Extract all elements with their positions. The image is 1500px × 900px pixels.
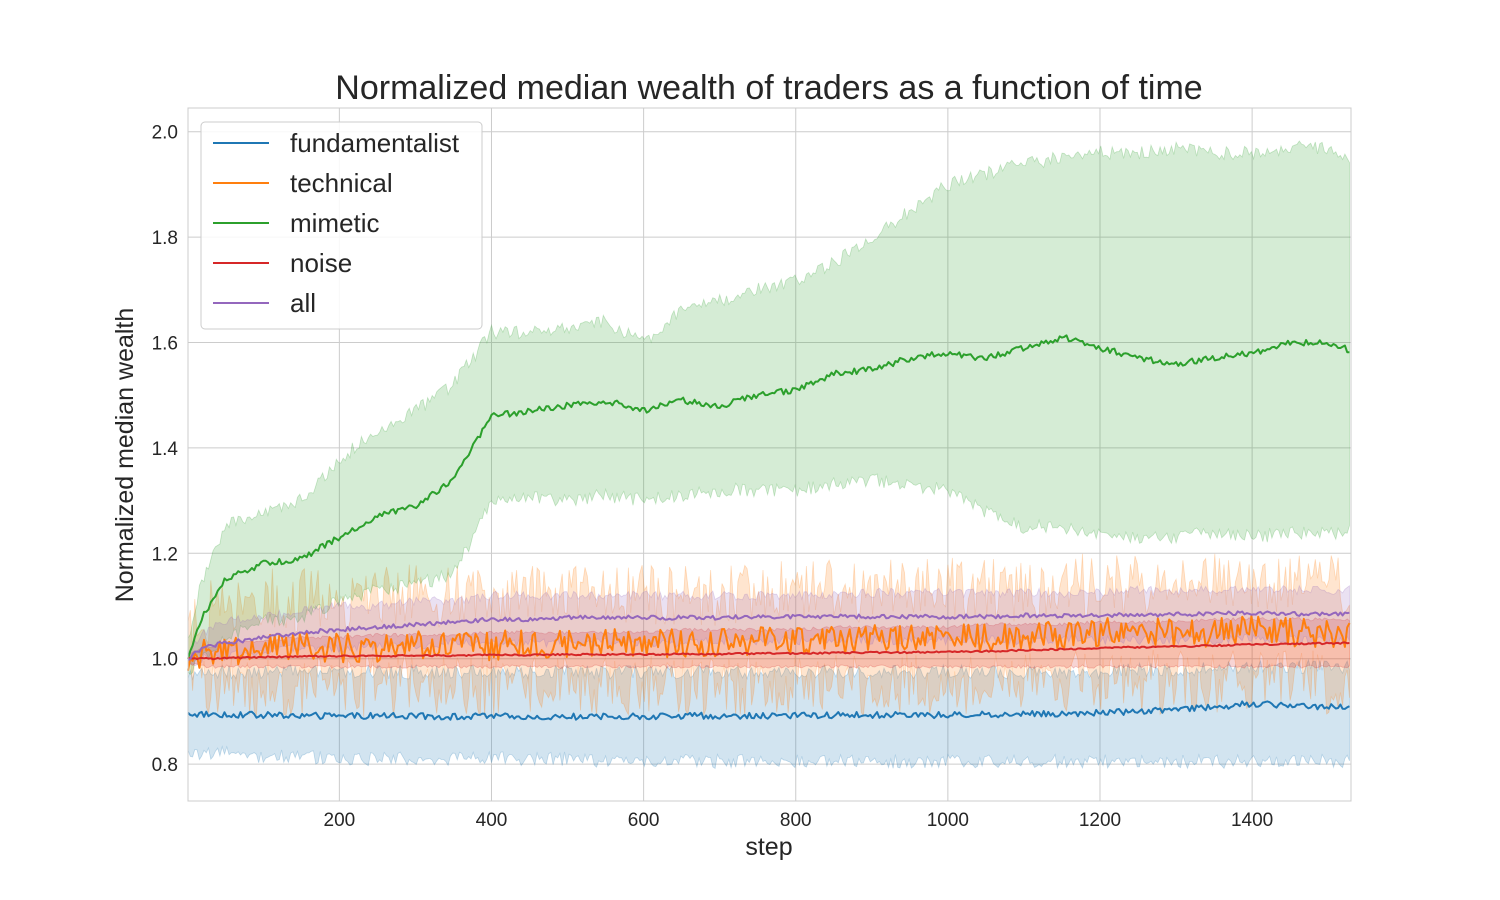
- legend-box: [200, 121, 483, 330]
- y-tick-label: 1.2: [152, 544, 178, 565]
- chart-title: Normalized median wealth of traders as a…: [335, 69, 1202, 107]
- series-lines: [187, 334, 1351, 721]
- legend: fundamentalist technical mimetic noise all: [200, 121, 483, 330]
- line-fundamentalist: [187, 700, 1350, 721]
- y-axis-label: Normalized median wealth: [111, 308, 139, 603]
- band-noise: [187, 616, 1350, 669]
- plot-frame: [187, 107, 1352, 802]
- x-tick-label: 200: [324, 810, 356, 831]
- y-tick-label: 1.0: [152, 650, 178, 671]
- band-mimetic: [187, 140, 1350, 676]
- confidence-bands: [187, 140, 1350, 770]
- line-mimetic: [187, 334, 1350, 660]
- band-technical: [187, 553, 1350, 718]
- line-technical: [187, 615, 1351, 671]
- y-tick-label: 1.6: [152, 334, 178, 355]
- legend-label-technical: technical: [290, 168, 393, 198]
- x-axis-label: step: [745, 833, 792, 861]
- y-tick-labels: 0.8 1.0 1.2 1.4 1.6 1.8 2.0: [152, 123, 179, 776]
- x-tick-label: 1000: [927, 810, 969, 831]
- x-tick-label: 1200: [1079, 810, 1121, 831]
- band-fundamentalist: [187, 658, 1350, 770]
- y-tick-label: 1.8: [152, 228, 178, 249]
- y-tick-label: 1.4: [152, 439, 179, 460]
- x-tick-labels: 200 400 600 800 1000 1200 1400: [324, 810, 1274, 831]
- x-tick-label: 400: [476, 810, 508, 831]
- legend-label-noise: noise: [290, 248, 352, 278]
- y-tick-label: 2.0: [152, 123, 178, 144]
- y-tick-label: 0.8: [152, 755, 178, 776]
- legend-label-mimetic: mimetic: [290, 208, 380, 238]
- legend-label-all: all: [290, 288, 316, 318]
- line-noise: [188, 641, 1350, 661]
- line-all: [187, 610, 1350, 661]
- band-all: [187, 584, 1350, 667]
- x-tick-label: 800: [780, 810, 812, 831]
- legend-label-fundamentalist: fundamentalist: [290, 128, 460, 158]
- x-tick-label: 600: [628, 810, 660, 831]
- x-tick-label: 1400: [1231, 810, 1273, 831]
